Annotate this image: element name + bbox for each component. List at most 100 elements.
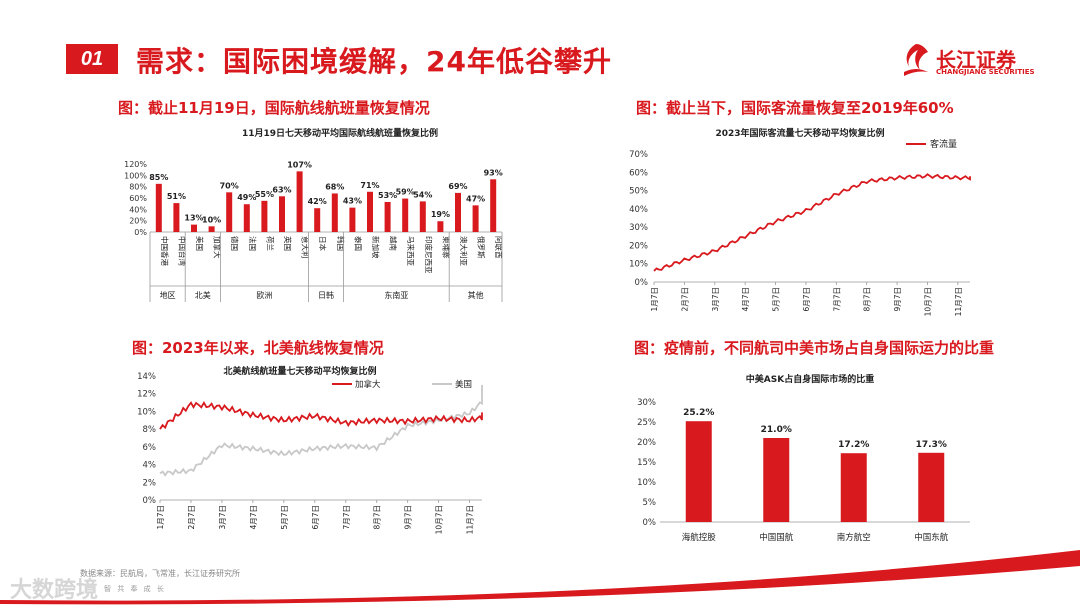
bar <box>419 201 426 232</box>
x-tick-label: 泰国 <box>353 236 363 251</box>
bar <box>349 207 356 232</box>
x-tick-label: 中国东航 <box>914 532 949 543</box>
chart-intl-passenger-recovery: 2023年国际客流量七天移动平均恢复比例 0% 10% 20% 30% 40% 50% 60%… <box>629 127 971 316</box>
data-label: 13% <box>184 214 203 223</box>
x-tick-label: 印度尼西亚 <box>424 236 434 274</box>
x-tick-label: 10月7日 <box>435 505 444 534</box>
bar <box>296 171 303 232</box>
bar <box>437 221 444 232</box>
x-tick-label: 中国台湾 <box>177 236 187 266</box>
bar <box>840 453 867 522</box>
y-tick-label: 12% <box>137 390 156 400</box>
data-label: 93% <box>484 168 503 177</box>
x-tick-label: 6月7日 <box>802 287 811 312</box>
x-tick-label: 2月7日 <box>680 287 689 312</box>
x-tick-label: 11月7日 <box>954 287 963 316</box>
x-tick-label: 9月7日 <box>893 287 902 312</box>
y-tick-label: 0% <box>143 496 157 506</box>
panel-title-3: 图：2023年以来，北美航线恢复情况 <box>132 339 384 357</box>
data-label: 68% <box>325 182 344 191</box>
x-tick-label: 4月7日 <box>741 287 750 312</box>
y-tick-label: 4% <box>143 461 157 471</box>
x-tick-label: 法国 <box>248 236 258 251</box>
bar <box>226 192 233 232</box>
chart-title: 北美航线航班量七天移动平均恢复比例 <box>223 365 376 377</box>
x-tick-label: 7月7日 <box>832 287 841 312</box>
y-tick-label: 30% <box>629 223 648 233</box>
data-label: 71% <box>360 181 379 190</box>
section-badge: 01 <box>66 44 118 74</box>
y-tick-label: 10% <box>137 407 156 417</box>
data-label: 49% <box>237 193 256 202</box>
bar <box>314 208 321 232</box>
chart-title: 中美ASK占自身国际市场的比重 <box>746 373 874 385</box>
bar <box>763 438 790 522</box>
bar <box>384 201 391 232</box>
data-label: 59% <box>396 188 415 197</box>
x-tick-label: 8月7日 <box>863 287 872 312</box>
bar <box>279 196 285 232</box>
data-label: 42% <box>308 197 327 206</box>
y-tick-label: 2% <box>143 478 157 488</box>
x-tick-label: 加拿大 <box>213 236 223 259</box>
x-tick-label: 越南 <box>389 236 399 251</box>
x-tick-label: 英国 <box>283 236 293 251</box>
logo-text-en: CHANGJIANG SECURITIES <box>936 68 1035 76</box>
x-tick-label: 5月7日 <box>280 505 289 530</box>
data-label: 43% <box>343 197 362 206</box>
y-tick-label: 5% <box>643 498 657 508</box>
x-tick-label: 南方航空 <box>837 532 871 543</box>
series-line-usa <box>159 384 483 477</box>
chart-title: 2023年国际客流量七天移动平均恢复比例 <box>715 127 884 139</box>
logo-icon <box>904 44 928 76</box>
y-tick-label: 0% <box>134 228 147 237</box>
footer-wave <box>0 550 1080 608</box>
chart-north-america-recovery: 北美航线航班量七天移动平均恢复比例 0% 2% 4% 6% 8% 10% 12% 14% 1月7日… <box>137 365 483 534</box>
y-tick-label: 15% <box>637 458 656 468</box>
chart-us-china-ask-share: 中美ASK占自身国际市场的比重 0% 5% 10% 15% 20% 25% 30% 25.2% 海… <box>637 373 970 543</box>
y-tick-label: 10% <box>629 260 648 270</box>
y-tick-label: 100% <box>124 171 147 180</box>
y-tick-label: 20% <box>637 438 656 448</box>
data-label: 85% <box>149 173 168 182</box>
x-tick-label: 4月7日 <box>249 505 258 530</box>
data-label: 70% <box>220 181 239 190</box>
y-tick-label: 80% <box>129 183 147 192</box>
x-tick-label: 马来西亚 <box>406 236 415 266</box>
x-tick-label: 柬埔寨 <box>441 236 451 259</box>
series-line-canada <box>159 401 483 430</box>
x-tick-label: 2月7日 <box>187 505 196 530</box>
x-tick-label: 10月7日 <box>923 287 932 316</box>
y-tick-label: 20% <box>629 241 648 251</box>
legend-label: 客流量 <box>930 138 957 150</box>
slide-header: 01 需求：国际困境缓解，24年低谷攀升 长江证券 CHANGJIANG SEC… <box>0 0 1080 100</box>
y-tick-label: 50% <box>629 187 648 197</box>
data-label: 19% <box>431 210 450 219</box>
y-tick-label: 60% <box>129 194 147 203</box>
x-tick-label: 中国香港 <box>160 236 170 266</box>
y-tick-label: 6% <box>143 443 157 453</box>
data-label: 17.2% <box>838 440 869 450</box>
x-tick-label: 德国 <box>230 236 240 251</box>
data-label: 53% <box>378 191 397 200</box>
y-tick-label: 20% <box>129 217 147 226</box>
group-label: 地区 <box>160 290 176 300</box>
bar <box>191 224 197 232</box>
legend-label: 美国 <box>455 379 472 390</box>
y-tick-label: 60% <box>629 168 648 178</box>
data-label: 17.3% <box>916 440 947 450</box>
bar <box>155 183 162 232</box>
x-tick-label: 美国 <box>195 236 205 251</box>
x-tick-label: 9月7日 <box>404 505 413 530</box>
x-tick-label: 1月7日 <box>156 505 165 530</box>
bar <box>261 200 268 232</box>
bar <box>455 192 461 232</box>
x-tick-label: 5月7日 <box>772 287 781 312</box>
group-label: 欧洲 <box>256 290 272 300</box>
x-tick-label: 3月7日 <box>218 505 227 530</box>
data-label: 51% <box>167 192 186 201</box>
group-label: 北美 <box>195 290 211 300</box>
logo-text-cn: 长江证券 <box>936 48 1016 72</box>
company-logo: 长江证券 CHANGJIANG SECURITIES <box>900 42 1050 82</box>
y-tick-label: 14% <box>137 372 156 382</box>
